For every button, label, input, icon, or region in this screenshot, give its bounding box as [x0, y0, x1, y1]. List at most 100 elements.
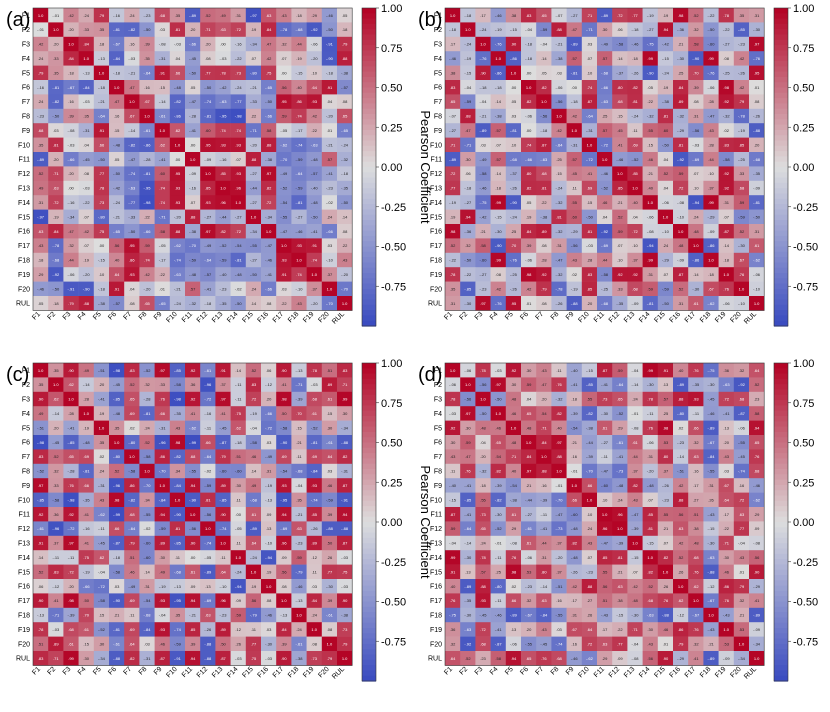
row-tick-label: F10	[430, 497, 442, 504]
heatmap-cell	[321, 36, 338, 52]
cell-value-label: .52	[251, 368, 257, 373]
heatmap-cell	[230, 166, 247, 182]
heatmap-cell	[688, 8, 704, 23]
cell-value-label: -.06	[662, 200, 670, 205]
cell-value-label: -.51	[98, 368, 106, 373]
cell-value-label: .00	[190, 142, 196, 147]
cell-value-label: .32	[53, 469, 59, 474]
heatmap-cell	[475, 22, 491, 38]
cell-value-label: .00	[511, 85, 517, 90]
cell-value-label: -.59	[296, 157, 304, 162]
cell-value-label: .53	[663, 440, 669, 445]
cell-value-label: -.19	[159, 584, 167, 589]
heatmap-cell	[230, 108, 247, 124]
cell-value-label: -.88	[662, 613, 670, 618]
cell-value-label: -.62	[174, 243, 182, 248]
cell-value-label: .94	[465, 214, 471, 219]
cell-value-label: -.80	[250, 70, 258, 75]
colorbar-segment	[362, 633, 376, 640]
cell-value-label: .92	[190, 397, 196, 402]
cell-value-label: .07	[235, 157, 241, 162]
colorbar-segment	[774, 225, 788, 232]
col-tick-label: F16	[669, 311, 683, 325]
cell-value-label: .90	[281, 656, 287, 661]
cell-value-label: -.06	[647, 440, 655, 445]
cell-value-label: .42	[144, 272, 150, 277]
colorbar-segment	[362, 469, 376, 475]
heatmap-cell	[597, 8, 613, 23]
cell-value-label: -.16	[83, 526, 91, 531]
colorbar-segment	[774, 304, 788, 311]
colorbar-tick-label: 1.00	[793, 358, 814, 370]
cell-value-label: .24	[38, 56, 44, 61]
cell-value-label: .42	[632, 584, 638, 589]
cell-value-label: .91	[38, 541, 44, 546]
cell-value-label: -.25	[601, 286, 609, 291]
heatmap-cell	[93, 195, 110, 210]
cell-value-label: .00	[526, 70, 532, 75]
cell-value-label: .30	[526, 368, 532, 373]
cell-value-label: .66	[587, 483, 593, 488]
cell-value-label: 1.0	[632, 541, 638, 546]
cell-value-label: .11	[129, 613, 135, 618]
cell-value-label: .40	[632, 200, 638, 205]
cell-value-label: .43	[99, 497, 105, 502]
cell-value-label: .24	[296, 627, 302, 632]
cell-value-label: -.68	[174, 569, 182, 574]
cell-value-label: -.21	[250, 85, 258, 90]
colorbar-segment	[774, 188, 788, 195]
cell-value-label: -.42	[113, 186, 121, 191]
cell-value-label: .76	[754, 454, 760, 459]
row-tick-label: RUL	[428, 301, 442, 308]
cell-value-label: -.55	[280, 214, 288, 219]
cell-value-label: .68	[693, 555, 699, 560]
colorbar-segment	[362, 511, 376, 518]
cell-value-label: .31	[571, 613, 577, 618]
heatmap-cell	[230, 252, 247, 268]
cell-value-label: -.39	[586, 454, 594, 459]
heatmap-cell	[245, 281, 262, 297]
heatmap-cell	[291, 108, 307, 124]
cell-value-label: .82	[129, 656, 135, 661]
cell-value-label: -.32	[556, 229, 564, 234]
colorbar-segment	[362, 628, 376, 634]
cell-value-label: -.41	[723, 411, 731, 416]
heatmap-cell	[321, 8, 338, 23]
cell-value-label: .46	[511, 411, 517, 416]
colorbar-segment	[362, 670, 376, 677]
cell-value-label: -.21	[189, 613, 197, 618]
colorbar-segment	[774, 649, 788, 656]
col-tick-label: F12	[196, 666, 210, 680]
cell-value-label: .83	[129, 368, 135, 373]
cell-value-label: .64	[327, 454, 333, 459]
cell-value-label: 1.0	[739, 641, 745, 646]
cell-value-label: -.90	[647, 70, 655, 75]
cell-value-label: .32	[144, 382, 150, 387]
cell-value-label: -.95	[144, 186, 152, 191]
cell-value-label: .05	[511, 99, 517, 104]
heatmap-cell	[306, 252, 323, 268]
cell-value-label: -.58	[723, 157, 731, 162]
cell-value-label: -.72	[586, 157, 594, 162]
heatmap-cell	[124, 137, 140, 153]
cell-value-label: -.04	[464, 85, 472, 90]
colorbar-segment	[362, 251, 376, 258]
heatmap-cell	[261, 108, 277, 124]
cell-value-label: .70	[83, 613, 89, 618]
cell-value-label: -.64	[128, 526, 136, 531]
cell-value-label: .82	[632, 483, 638, 488]
cell-value-label: -.27	[464, 200, 472, 205]
heatmap-cell	[48, 238, 64, 254]
cell-value-label: -.15	[449, 497, 457, 502]
cell-value-label: -.27	[449, 128, 457, 133]
cell-value-label: -.05	[204, 555, 212, 560]
cell-value-label: -.04	[525, 27, 533, 32]
colorbar-tick-label: 0.75	[793, 43, 814, 55]
cell-value-label: .92	[190, 368, 196, 373]
cell-value-label: .63	[220, 27, 226, 32]
cell-value-label: 1.0	[83, 56, 89, 61]
colorbar-tick-label: -0.75	[381, 636, 406, 648]
cell-value-label: -.87	[220, 440, 228, 445]
cell-value-label: 1.0	[342, 656, 348, 661]
cell-value-label: .08	[754, 99, 760, 104]
